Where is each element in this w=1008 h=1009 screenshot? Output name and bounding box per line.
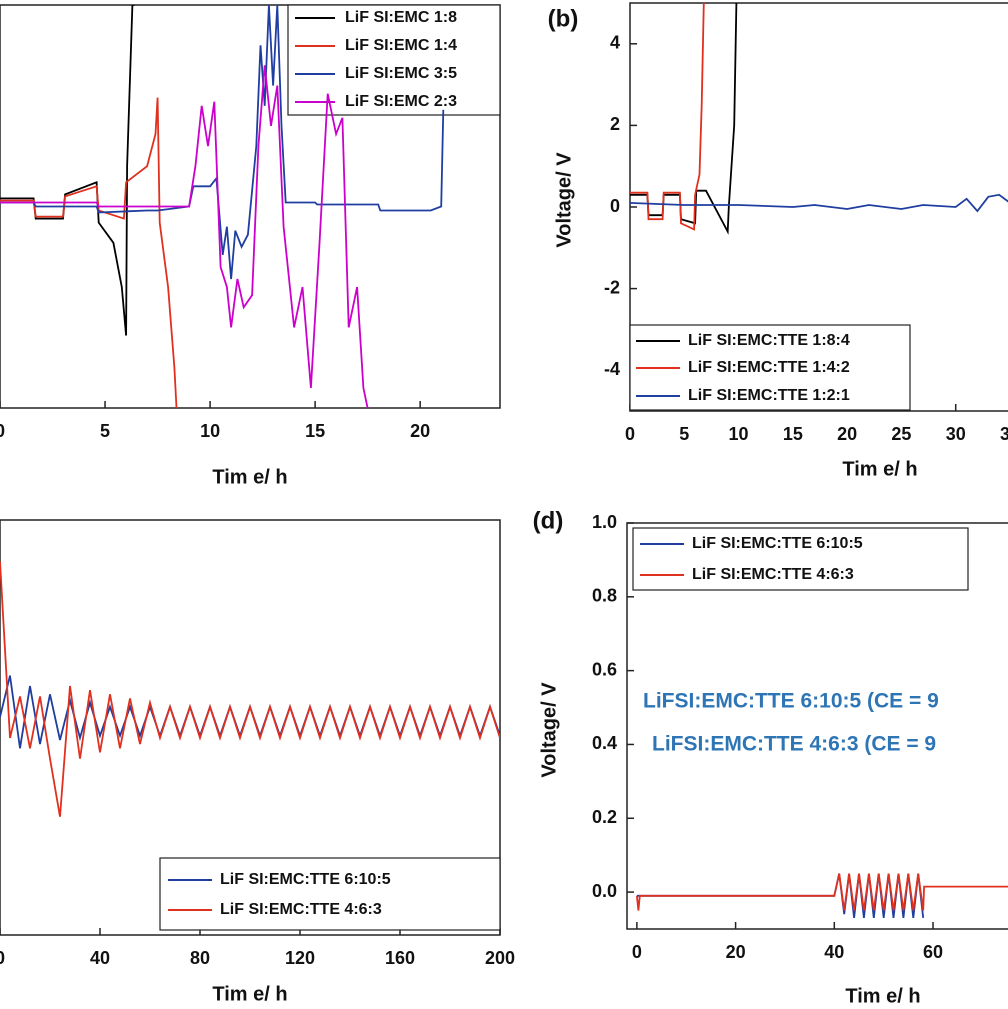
data-line (0, 97, 178, 408)
plot-frame (0, 4, 501, 409)
x-tick-label: 40 (90, 948, 110, 968)
x-tick-label: 10 (729, 424, 749, 444)
plot-frame (626, 522, 1008, 930)
x-axis-label: Tim e/ h (212, 983, 287, 1005)
data-line (630, 3, 705, 231)
x-tick-label: 0 (0, 421, 5, 441)
y-tick-label: 0.2 (592, 807, 617, 827)
x-tick-label: 20 (410, 421, 430, 441)
legend-label: LiF SI:EMC:TTE 6:10:5 (220, 871, 391, 888)
data-line (630, 193, 1008, 213)
y-tick-label: 0.0 (592, 881, 617, 901)
legend-label: LiF SI:EMC 3:5 (345, 65, 457, 82)
legend-label: LiF SI:EMC:TTE 1:4:2 (688, 359, 850, 376)
y-tick-label: 0 (610, 196, 620, 216)
y-tick-label: 1.0 (592, 512, 617, 532)
x-tick-label: 0 (625, 424, 635, 444)
legend-box (287, 4, 501, 116)
x-tick-label: 0 (0, 948, 5, 968)
legend-label: LiF SI:EMC:TTE 1:2:1 (688, 387, 850, 404)
x-tick-label: 30 (946, 424, 966, 444)
legend-label: LiF SI:EMC:TTE 4:6:3 (220, 901, 382, 918)
x-tick-label: 35 (1000, 424, 1008, 444)
x-tick-label: 0 (632, 942, 642, 962)
y-tick-label: 2 (610, 114, 620, 134)
x-tick-label: 15 (783, 424, 803, 444)
annotation: LiFSI:EMC:TTE 6:10:5 (CE = 9 (643, 690, 939, 713)
plot-frame (0, 519, 501, 936)
annotation: LiFSI:EMC:TTE 4:6:3 (CE = 9 (652, 733, 936, 756)
legend-label: LiF SI:EMC:TTE 6:10:5 (692, 535, 863, 552)
data-line (630, 3, 738, 235)
legend-label: LiF SI:EMC 1:4 (345, 37, 457, 54)
x-tick-label: 20 (726, 942, 746, 962)
data-line (0, 5, 445, 280)
x-tick-label: 15 (305, 421, 325, 441)
x-tick-label: 200 (485, 948, 515, 968)
legend-label: LiF SI:EMC:TTE 1:8:4 (688, 332, 850, 349)
x-tick-label: 40 (824, 942, 844, 962)
panel-label: (b) (548, 5, 579, 32)
x-axis-label: Tim e/ h (845, 985, 920, 1007)
data-line (0, 65, 369, 408)
legend-box (632, 527, 969, 591)
data-line (0, 561, 500, 817)
x-tick-label: 120 (285, 948, 315, 968)
y-tick-label: 0.6 (592, 659, 617, 679)
y-axis-label: Voltage/ V (553, 152, 575, 248)
y-tick-label: -4 (604, 359, 620, 379)
panel-label: (d) (533, 507, 564, 534)
x-tick-label: 20 (837, 424, 857, 444)
x-axis-label: Tim e/ h (842, 458, 917, 480)
y-tick-label: -2 (604, 277, 620, 297)
x-tick-label: 5 (679, 424, 689, 444)
data-line (0, 675, 500, 749)
legend-label: LiF SI:EMC:TTE 4:6:3 (692, 566, 854, 583)
y-tick-label: 4 (610, 33, 620, 53)
x-axis-label: Tim e/ h (212, 466, 287, 488)
x-tick-label: 80 (190, 948, 210, 968)
data-line (636, 873, 1008, 911)
y-axis-label: Voltage/ V (538, 682, 560, 778)
x-tick-label: 160 (385, 948, 415, 968)
x-tick-label: 60 (923, 942, 943, 962)
legend-box (159, 857, 501, 931)
x-tick-label: 5 (100, 421, 110, 441)
legend-label: LiF SI:EMC 2:3 (345, 93, 457, 110)
legend-label: LiF SI:EMC 1:8 (345, 9, 457, 26)
x-tick-label: 10 (200, 421, 220, 441)
y-tick-label: 0.4 (592, 733, 617, 753)
y-tick-label: 0.8 (592, 586, 617, 606)
data-line (0, 5, 135, 336)
x-tick-label: 25 (891, 424, 911, 444)
